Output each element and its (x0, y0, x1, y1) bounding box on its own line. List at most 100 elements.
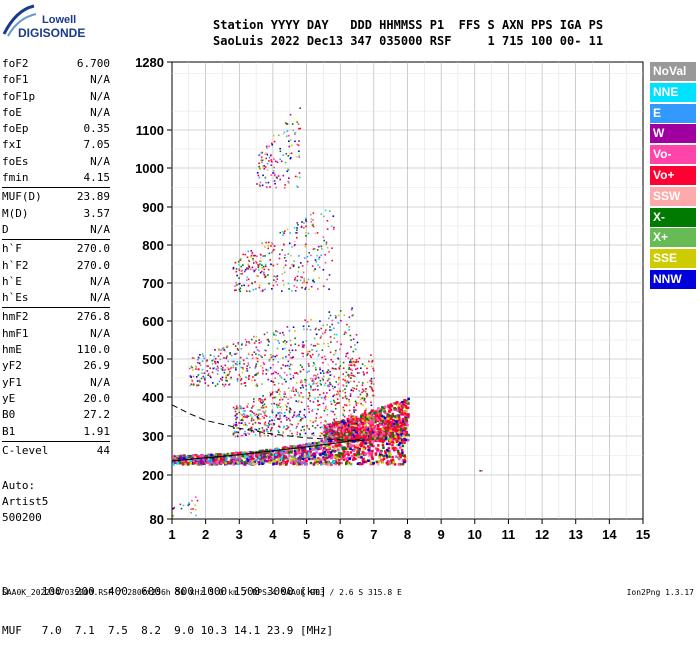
echo-point (392, 435, 395, 439)
header-line-1: Station YYYY DAY DDD HHMMSS P1 FFS S AXN… (213, 18, 604, 32)
echo-point (279, 332, 281, 334)
echo-point (254, 281, 256, 283)
echo-point (340, 434, 342, 436)
echo-point (267, 247, 269, 250)
echo-point (371, 421, 375, 424)
echo-point (373, 369, 375, 372)
y-tick-label: 800 (142, 238, 164, 253)
echo-point (292, 374, 295, 377)
echo-point (313, 337, 316, 340)
echo-point (330, 437, 333, 441)
echo-point (237, 342, 239, 344)
echo-point (366, 392, 368, 395)
echo-point (214, 385, 217, 387)
echo-point (342, 384, 344, 386)
echo-point (296, 451, 299, 455)
echo-point (264, 153, 266, 156)
echo-point (368, 449, 371, 452)
echo-point (351, 386, 354, 389)
echo-point (302, 417, 304, 420)
echo-point (281, 398, 284, 401)
echo-point (379, 430, 382, 434)
echo-point (299, 416, 301, 418)
echo-point (352, 449, 355, 452)
echo-point (250, 250, 252, 252)
echo-point (206, 460, 210, 463)
echo-point (289, 356, 292, 359)
echo-point (349, 451, 353, 454)
echo-point (372, 383, 375, 385)
echo-point (353, 380, 355, 383)
echo-point (277, 372, 279, 375)
echo-point (250, 427, 253, 430)
echo-point (306, 260, 309, 263)
echo-point (369, 422, 372, 424)
echo-point (390, 425, 394, 428)
echo-point (263, 273, 265, 275)
echo-point (254, 374, 256, 376)
echo-point (230, 456, 234, 459)
echo-point (306, 255, 309, 258)
echo-point (264, 410, 267, 412)
echo-point (248, 462, 251, 465)
echo-point (356, 421, 359, 423)
echo-point (350, 437, 353, 440)
echo-point (283, 187, 286, 189)
echo-point (320, 213, 323, 215)
echo-point (342, 361, 345, 364)
echo-point (206, 359, 208, 362)
echo-point (293, 411, 296, 413)
echo-point (297, 144, 300, 146)
echo-point (306, 281, 308, 284)
echo-point (388, 414, 392, 418)
echo-point (264, 265, 267, 267)
echo-point (206, 370, 209, 372)
echo-point (319, 453, 322, 456)
param-value: N/A (90, 105, 110, 119)
echo-point (341, 439, 345, 442)
echo-point (247, 278, 250, 281)
echo-point (353, 411, 356, 413)
echo-point (328, 446, 331, 449)
echo-point (308, 365, 310, 367)
echo-point (291, 290, 293, 292)
echo-point (334, 460, 337, 463)
echo-point (377, 410, 380, 414)
echo-point (282, 461, 285, 464)
echo-point (352, 314, 354, 316)
echo-point (380, 453, 383, 457)
echo-point (279, 457, 282, 460)
echo-point (248, 374, 251, 377)
echo-point (395, 455, 398, 458)
echo-point (361, 429, 364, 431)
echo-point (305, 217, 307, 219)
echo-point (303, 460, 306, 463)
echo-point (297, 392, 299, 394)
echo-point (399, 420, 403, 423)
echo-point (178, 461, 181, 465)
echo-point (311, 425, 314, 427)
echo-point (273, 456, 277, 459)
echo-point (262, 174, 264, 177)
echo-point (352, 419, 356, 423)
echo-point (368, 453, 372, 456)
echo-point (377, 407, 380, 410)
echo-point (399, 421, 403, 425)
echo-point (294, 343, 297, 345)
echo-point (335, 333, 338, 336)
echo-point (366, 427, 368, 429)
echo-point (327, 436, 330, 439)
echo-point (201, 360, 204, 362)
echo-point (258, 269, 260, 271)
y-tick-label: 1100 (136, 123, 164, 138)
echo-point (194, 496, 197, 498)
echo-point (271, 419, 273, 422)
echo-point (327, 371, 329, 374)
echo-point (277, 430, 279, 432)
echo-point (333, 427, 336, 431)
echo-point (324, 453, 327, 457)
echo-point (297, 123, 300, 125)
echo-point (325, 420, 327, 423)
echo-point (189, 454, 192, 458)
echo-point (308, 288, 310, 291)
